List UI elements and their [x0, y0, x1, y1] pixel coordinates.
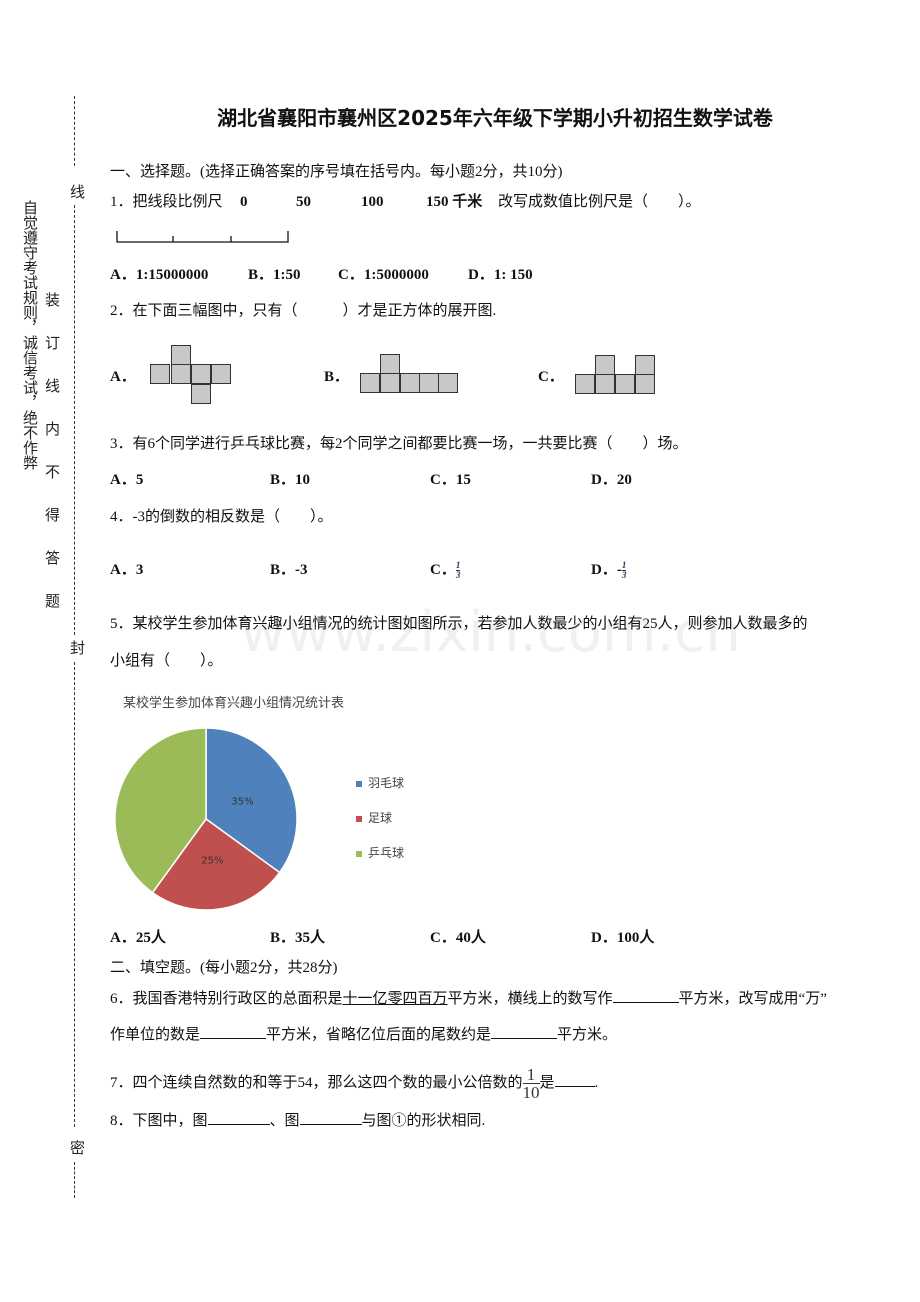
exam-rule-text: 自觉遵守考试规则，诚信考试，绝不作弊 [21, 200, 37, 470]
question-6-line-2: 作单位的数是 平方米，省略亿位后面的尾数约是 平方米。 [110, 1024, 617, 1045]
watermark: www.zixin.com.cn [240, 600, 741, 665]
question-8: 8．下图中，图 、图 与图①的形状相同. [110, 1110, 485, 1131]
q1-option-a[interactable]: A．1:15000000 [110, 267, 209, 283]
legend-item-badminton: 羽毛球 [356, 774, 404, 791]
q4-option-d[interactable]: D．- 1 3 [591, 560, 627, 581]
q4-option-a[interactable]: A．3 [110, 562, 144, 578]
question-5-line-1: 5．某校学生参加体育兴趣小组情况的统计图如图所示，若参加人数最少的小组有25人，… [110, 616, 808, 632]
answer-blank[interactable] [554, 1072, 595, 1087]
q3-option-b[interactable]: B．10 [270, 472, 311, 488]
q5-option-d[interactable]: D．100人 [591, 930, 655, 946]
pie-slice-2 [114, 727, 207, 894]
page-title: 湖北省襄阳市襄州区2025年六年级下学期小升初招生数学试卷 [217, 106, 773, 130]
margin-mark-xian: 线 [68, 184, 84, 199]
margin-mark-mi: 密 [68, 1140, 84, 1155]
legend-swatch [356, 850, 362, 857]
pie-slice-1 [151, 817, 281, 911]
binding-line [74, 1162, 75, 1198]
q3-option-c[interactable]: C．15 [430, 472, 471, 488]
q4-option-b[interactable]: B．-3 [270, 562, 308, 578]
scale-bar [116, 231, 289, 243]
q1-option-d[interactable]: D．1: 150 [468, 267, 533, 283]
binding-line [74, 96, 75, 166]
answer-blank[interactable] [299, 1110, 362, 1125]
answer-blank[interactable] [491, 1024, 558, 1039]
pie-data-label: 25% [201, 855, 223, 866]
q1-option-b[interactable]: B．1:50 [248, 267, 301, 283]
binding-line [74, 205, 75, 635]
question-5-line-2: 小组有（ ）。 [110, 653, 223, 669]
section-2-heading: 二、填空题。(每小题2分，共28分) [110, 960, 338, 976]
q4-option-c[interactable]: C． 1 3 [430, 560, 461, 581]
q1-option-c[interactable]: C．1:5000000 [338, 267, 429, 283]
question-6-line-1: 6．我国香港特别行政区的总面积是十一亿零四百万平方米，横线上的数写作 平方米，改写… [110, 988, 827, 1009]
binding-line [74, 662, 75, 1127]
q5-option-b[interactable]: B．35人 [270, 930, 326, 946]
answer-blank[interactable] [207, 1110, 270, 1125]
answer-blank[interactable] [200, 1024, 267, 1039]
q2-option-c[interactable]: C． [538, 369, 564, 385]
section-1-heading: 一、选择题。(选择正确答案的序号填在括号内。每小题2分，共10分) [110, 164, 563, 180]
q2-option-b[interactable]: B． [324, 369, 350, 385]
question-1: 1．把线段比例尺 0 50 100 150 千米 改写成数值比例尺是（ ）。 [110, 194, 701, 210]
q2-option-a[interactable]: A． [110, 369, 136, 385]
fraction: 1 10 [522, 1065, 540, 1102]
answer-blank[interactable] [612, 988, 679, 1003]
q3-option-a[interactable]: A．5 [110, 472, 144, 488]
margin-mark-feng: 封 [68, 640, 84, 655]
question-3: 3．有6个同学进行乒乓球比赛，每2个同学之间都要比赛一场，一共要比赛（ ）场。 [110, 436, 688, 452]
q3-option-d[interactable]: D．20 [591, 472, 632, 488]
legend-item-pingpong: 乒乓球 [356, 844, 404, 861]
question-4: 4．-3的倒数的相反数是（ ）。 [110, 509, 333, 525]
binding-warning: 装订线内不得答题 [43, 292, 59, 636]
question-2: 2．在下面三幅图中，只有（ ）才是正方体的展开图. [110, 303, 497, 319]
q5-option-a[interactable]: A．25人 [110, 930, 166, 946]
legend-swatch [356, 780, 362, 787]
pie-chart: 35% 25% [114, 727, 298, 911]
pie-data-label: 35% [231, 796, 253, 807]
pie-slice-0 [205, 727, 298, 874]
legend-swatch [356, 815, 362, 822]
question-7: 7．四个连续自然数的和等于54，那么这四个数的最小公倍数的 1 10 是. [110, 1065, 599, 1102]
legend-item-football: 足球 [356, 809, 392, 826]
q5-option-c[interactable]: C．40人 [430, 930, 486, 946]
chart-title: 某校学生参加体育兴趣小组情况统计表 [123, 696, 345, 711]
